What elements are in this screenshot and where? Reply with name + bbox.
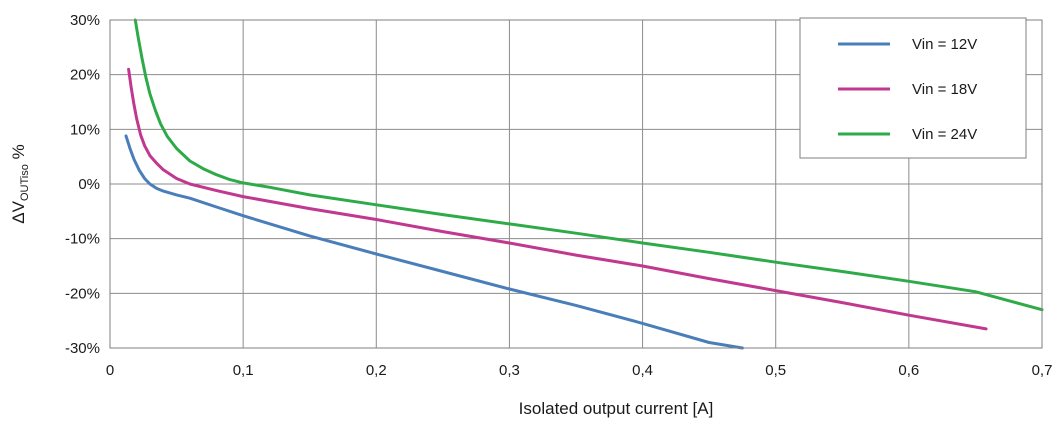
series-line-2	[127, 67, 988, 331]
x-tick-label: 0,2	[366, 362, 387, 379]
x-tick-labels: 0 0,1 0,2 0,3 0,4 0,5 0,6 0,7	[106, 362, 1053, 379]
x-axis-label: Isolated output current [A]	[519, 399, 714, 418]
y-tick-label: -30%	[65, 340, 100, 357]
legend-box	[799, 17, 1027, 159]
x-tick-label: 0,3	[499, 362, 520, 379]
legend-label-3: Vin = 24V	[912, 126, 977, 143]
legend-label-2: Vin = 18V	[912, 81, 977, 98]
series-line-1	[124, 134, 744, 350]
plot-frame	[109, 19, 1043, 349]
legend: Vin = 12V Vin = 18V Vin = 24V	[799, 17, 1027, 159]
series-lines	[124, 18, 1044, 350]
y-tick-label: 30%	[70, 12, 100, 29]
y-tick-labels: -30% -20% -10% 0% 10% 20% 30%	[65, 12, 100, 357]
x-tick-label: 0,5	[765, 362, 786, 379]
y-axis-label-prefix: ΔV	[9, 200, 28, 223]
x-tick-label: 0,7	[1032, 362, 1053, 379]
legend-label-1: Vin = 12V	[912, 36, 977, 53]
y-axis-label: ΔVOUTiso %	[9, 144, 31, 223]
y-tick-label: 0%	[78, 176, 100, 193]
y-tick-label: 10%	[70, 121, 100, 138]
y-tick-label: -10%	[65, 231, 100, 248]
x-tick-label: 0	[106, 362, 114, 379]
y-axis-label-subscript: OUTiso	[19, 164, 31, 201]
x-tick-label: 0,4	[632, 362, 653, 379]
x-tick-label: 0,6	[898, 362, 919, 379]
y-tick-label: -20%	[65, 285, 100, 302]
y-tick-label: 20%	[70, 67, 100, 84]
y-axis-label-suffix: %	[9, 144, 28, 164]
x-tick-label: 0,1	[233, 362, 254, 379]
series-line-3	[133, 18, 1044, 312]
